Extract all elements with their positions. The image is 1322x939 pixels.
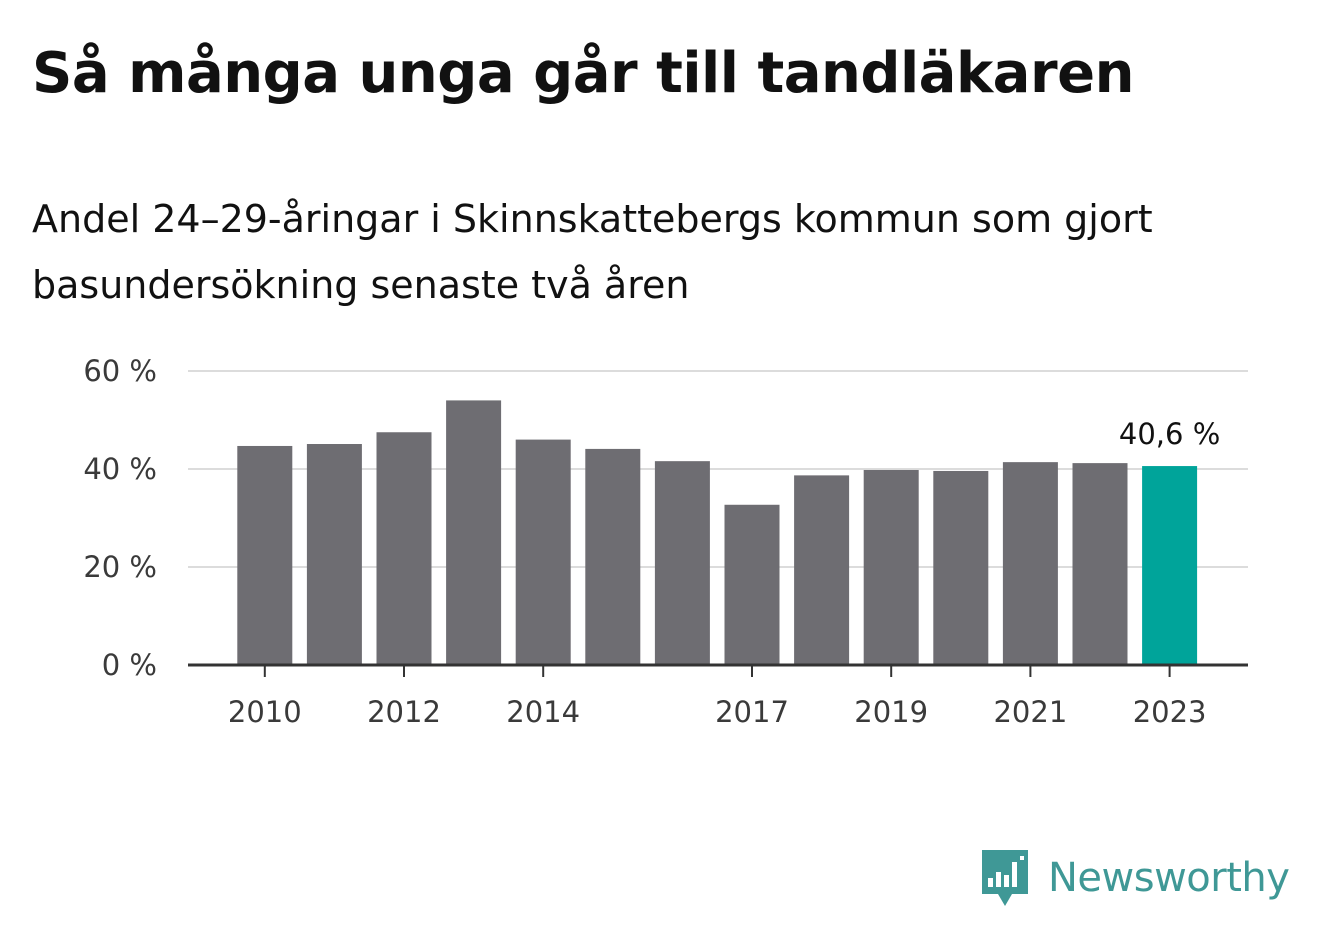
- chart-title: Så många unga går till tandläkaren: [32, 41, 1134, 106]
- y-tick-label: 40 %: [83, 452, 157, 486]
- bar: [446, 400, 502, 665]
- y-tick-label: 0 %: [102, 648, 157, 682]
- y-tick-label: 60 %: [83, 354, 157, 388]
- bar: [724, 504, 780, 665]
- x-tick-label: 2023: [1133, 695, 1207, 729]
- bar: [306, 444, 362, 665]
- bar-highlight: [1142, 466, 1198, 665]
- newsworthy-logo-icon: [982, 850, 1028, 906]
- bar: [933, 470, 989, 665]
- bar: [863, 469, 919, 665]
- bar: [794, 475, 850, 665]
- chart-subtitle: Andel 24–29-åringar i Skinnskattebergs k…: [32, 197, 1153, 307]
- bar-chart: 0 % 20 % 40 % 60 % 40,6 % 2010 2012 2014 2017 201…: [83, 354, 1248, 729]
- x-tick-label: 2019: [854, 695, 928, 729]
- bar: [376, 432, 432, 665]
- x-tick-label: 2012: [367, 695, 441, 729]
- bar: [1072, 463, 1128, 665]
- bar: [1002, 462, 1058, 665]
- x-tick-label: 2014: [506, 695, 580, 729]
- bar: [237, 445, 293, 665]
- x-tick-label: 2010: [228, 695, 302, 729]
- bar: [585, 448, 641, 665]
- brand-logo: Newsworthy: [980, 848, 1290, 908]
- y-tick-label: 20 %: [83, 550, 157, 584]
- data-label: 40,6 %: [1119, 417, 1220, 451]
- bar: [515, 439, 571, 665]
- bar: [654, 461, 710, 665]
- x-tick-label: 2017: [715, 695, 789, 729]
- x-tick-label: 2021: [993, 695, 1067, 729]
- brand-name: Newsworthy: [1048, 855, 1290, 901]
